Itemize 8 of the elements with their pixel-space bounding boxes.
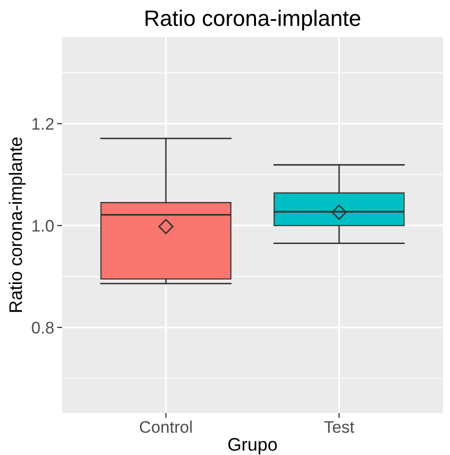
y-tick-label: 1.0 [32,220,54,232]
y-tick-label: 1.2 [32,118,54,130]
y-axis-title: Ratio corona-implante [8,137,26,312]
x-tick-label: Control [140,420,192,433]
y-tick-label: 0.8 [32,322,54,334]
chart-title: Ratio corona-implante [146,10,360,30]
x-tick-label: Test [324,421,354,433]
x-axis-title: Grupo [228,438,277,454]
